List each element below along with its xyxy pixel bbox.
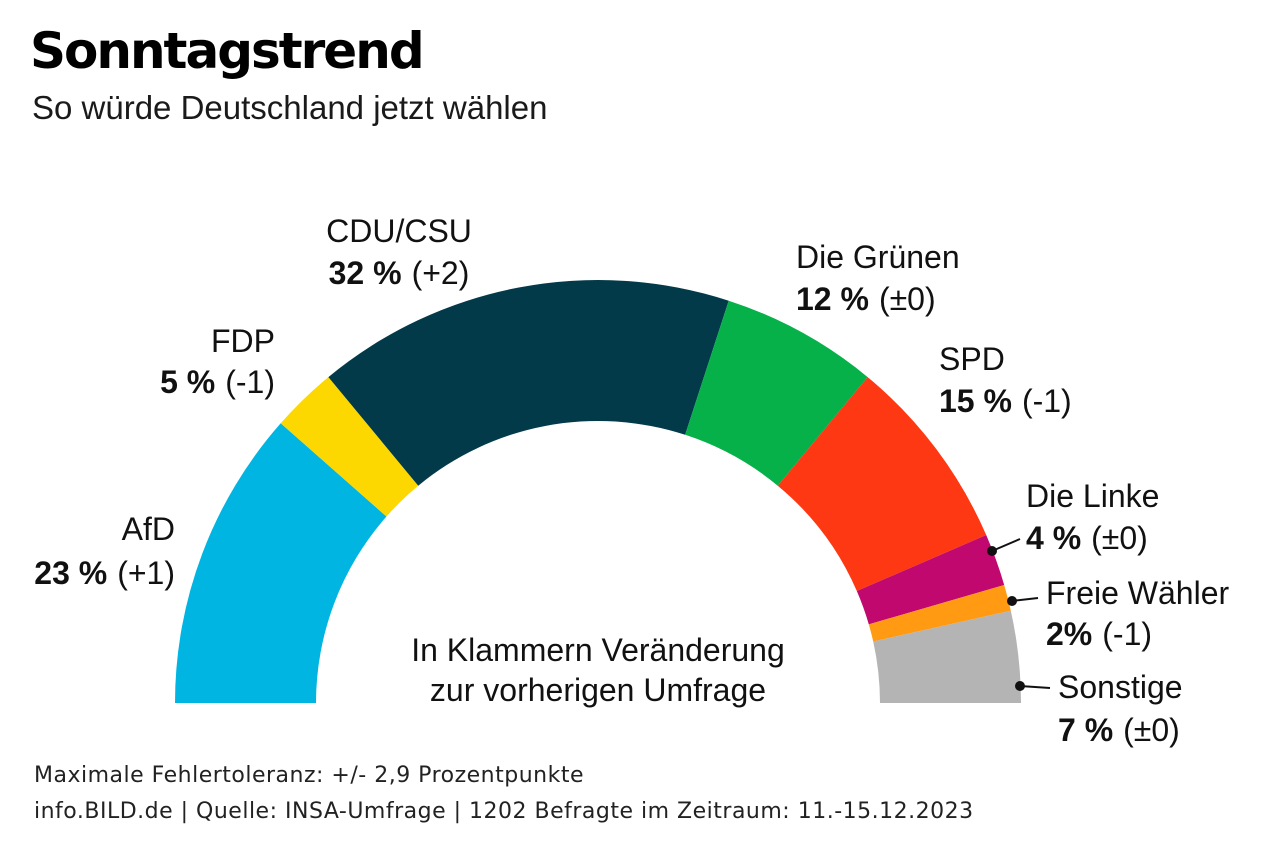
segment-afd [175,423,387,703]
label-cdu-csu-name: CDU/CSU [326,213,472,249]
segment-sonstige [873,610,1021,703]
label-die-gruenen-value: 12 % (±0) [796,281,936,317]
segment-cdu-csu [328,279,729,486]
segment-freie-waehler [868,584,1011,642]
label-die-gruenen-name: Die Grünen [796,239,960,275]
label-sonstige: Sonstige 7 % (±0) [1058,669,1183,748]
chart-segments [175,279,1021,703]
label-spd-value: 15 % (-1) [939,383,1072,419]
label-afd-value: 23 % (+1) [34,555,175,591]
leader-line-die-linke [991,538,1021,552]
label-fdp: FDP 5 % (-1) [160,323,275,400]
leader-dot-freie-waehler [1007,596,1017,606]
label-fdp-name: FDP [211,323,275,359]
label-afd-name: AfD [122,511,175,547]
note-line-1: In Klammern Veränderung [411,632,785,668]
leader-dot-sonstige [1015,681,1025,691]
label-cdu-csu: CDU/CSU 32 % (+2) [326,213,472,291]
footer-error-tolerance: Maximale Fehlertoleranz: +/- 2,9 Prozent… [34,763,584,788]
label-cdu-csu-value: 32 % (+2) [329,255,470,291]
label-die-linke-name: Die Linke [1026,478,1159,514]
segment-die-linke [856,535,1005,625]
label-freie-waehler-value: 2% (-1) [1046,616,1152,652]
label-sonstige-value: 7 % (±0) [1058,712,1180,748]
chart-subtitle: So würde Deutschland jetzt wählen [32,89,548,126]
label-freie-waehler: Freie Wähler 2% (-1) [1046,575,1230,652]
segment-die-gruenen [685,300,868,486]
leader-line-sonstige [1019,685,1051,689]
label-fdp-value: 5 % (-1) [160,364,275,400]
segment-spd [777,377,987,591]
label-die-linke-value: 4 % (±0) [1026,520,1148,556]
chart-title: Sonntagstrend [30,22,425,80]
footer-source: info.BILD.de | Quelle: INSA-Umfrage | 12… [34,799,974,824]
label-spd-name: SPD [939,341,1005,377]
segment-fdp [280,377,419,517]
label-die-gruenen: Die Grünen 12 % (±0) [796,239,960,317]
leader-dot-die-linke [987,546,997,556]
label-afd: AfD 23 % (+1) [34,511,175,591]
label-sonstige-name: Sonstige [1058,669,1183,705]
label-die-linke: Die Linke 4 % (±0) [1026,478,1159,556]
label-freie-waehler-name: Freie Wähler [1046,575,1230,611]
leader-lines [987,538,1051,691]
note-line-2: zur vorherigen Umfrage [430,672,766,708]
half-donut-chart: AfD 23 % (+1) FDP 5 % (-1) CDU/CSU 32 % (+2… [34,213,1230,748]
label-spd: SPD 15 % (-1) [939,341,1072,419]
